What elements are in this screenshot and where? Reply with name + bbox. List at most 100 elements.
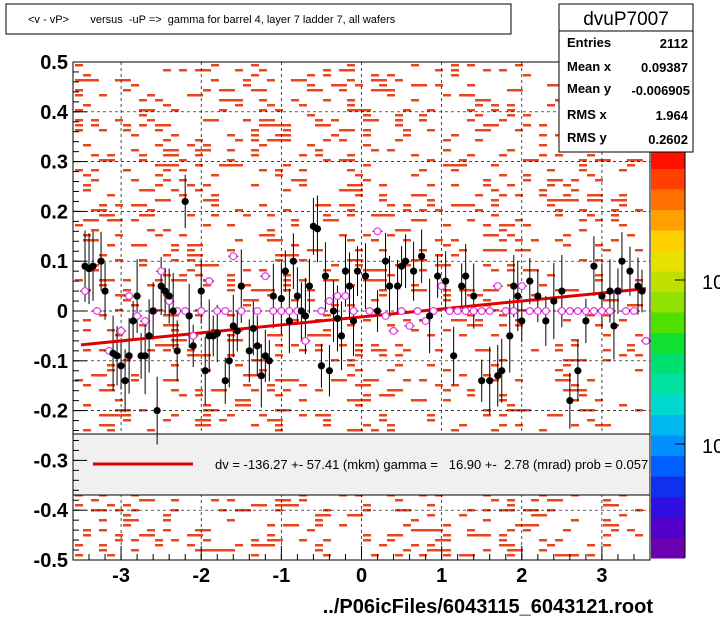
histogram-cell (115, 294, 123, 297)
histogram-cell (91, 169, 99, 172)
histogram-cell (91, 154, 99, 157)
profile-point (349, 317, 358, 325)
histogram-cell (563, 199, 571, 202)
histogram-cell (547, 499, 555, 502)
profile-point (225, 357, 233, 365)
histogram-cell (83, 429, 91, 432)
histogram-cell (315, 514, 323, 517)
histogram-cell (291, 319, 299, 322)
profile-open-point (413, 307, 422, 316)
histogram-cell (275, 134, 283, 137)
stats-name: dvuP7007 (583, 9, 669, 30)
histogram-cell (347, 364, 355, 367)
histogram-cell (251, 184, 259, 187)
histogram-cell (595, 424, 603, 427)
histogram-cell (571, 344, 579, 347)
profile-open-point (125, 292, 134, 301)
histogram-cell (483, 234, 491, 237)
histogram-cell (315, 389, 323, 392)
histogram-cell (459, 424, 467, 427)
profile-point (638, 287, 646, 295)
palette-band (651, 496, 685, 518)
profile-point (381, 257, 390, 265)
histogram-cell (323, 514, 331, 517)
histogram-cell (171, 499, 179, 502)
histogram-cell (363, 319, 371, 322)
histogram-cell (259, 144, 267, 147)
histogram-cell (459, 554, 467, 557)
histogram-cell (435, 254, 443, 257)
histogram-cell (403, 109, 411, 112)
histogram-cell (347, 169, 355, 172)
histogram-cell (451, 164, 459, 167)
histogram-cell (139, 154, 147, 157)
profile-point (277, 294, 285, 303)
histogram-cell (235, 399, 243, 402)
histogram-cell (123, 129, 131, 132)
histogram-cell (395, 554, 403, 557)
histogram-cell (379, 414, 387, 417)
histogram-cell (115, 219, 123, 222)
histogram-cell (555, 369, 563, 372)
histogram-cell (475, 129, 483, 132)
histogram-cell (475, 104, 483, 107)
histogram-cell (259, 204, 267, 207)
histogram-cell (195, 164, 203, 167)
histogram-cell (555, 344, 563, 347)
histogram-cell (507, 554, 515, 557)
histogram-cell (443, 244, 451, 247)
histogram-cell (267, 234, 275, 237)
histogram-cell (163, 519, 171, 522)
histogram-cell (171, 389, 179, 392)
histogram-cell (603, 524, 611, 527)
histogram-cell (459, 289, 467, 292)
histogram-cell (291, 504, 299, 507)
profile-open-point (277, 307, 286, 316)
histogram-cell (123, 519, 131, 522)
color-palette (651, 148, 686, 559)
histogram-cell (315, 334, 323, 337)
histogram-cell (187, 184, 195, 187)
histogram-cell (163, 199, 171, 202)
histogram-cell (91, 124, 99, 127)
histogram-cell (387, 429, 395, 432)
histogram-cell (467, 389, 475, 392)
histogram-cell (147, 214, 155, 217)
histogram-cell (139, 244, 147, 247)
histogram-cell (163, 104, 171, 107)
histogram-cell (451, 134, 459, 137)
histogram-cell (611, 524, 619, 527)
histogram-cell (427, 184, 435, 187)
histogram-cell (75, 129, 83, 132)
histogram-cell (275, 504, 283, 507)
histogram-cell (83, 144, 91, 147)
histogram-cell (99, 129, 107, 132)
x-tick-label: 3 (596, 565, 607, 587)
histogram-cell (315, 544, 323, 547)
histogram-cell (579, 389, 587, 392)
histogram-cell (123, 524, 131, 527)
histogram-cell (387, 274, 395, 277)
palette-band (651, 312, 685, 333)
histogram-cell (443, 164, 451, 167)
histogram-cell (523, 409, 531, 412)
histogram-cell (395, 139, 403, 142)
histogram-cell (387, 204, 395, 207)
histogram-cell (579, 169, 587, 172)
stats-label-entries: Entries (567, 35, 611, 50)
histogram-cell (171, 314, 179, 317)
histogram-cell (355, 264, 363, 267)
profile-open-point (581, 307, 590, 316)
histogram-cell (595, 179, 603, 182)
histogram-cell (243, 84, 251, 87)
profile-point (145, 332, 153, 340)
profile-open-point (213, 307, 222, 316)
histogram-cell (443, 399, 451, 402)
histogram-cell (203, 419, 211, 422)
histogram-cell (339, 204, 347, 207)
histogram-cell (291, 224, 299, 227)
histogram-cell (563, 364, 571, 367)
histogram-cell (627, 159, 635, 162)
histogram-cell (355, 174, 363, 177)
y-tick-label: 0.1 (40, 251, 68, 273)
